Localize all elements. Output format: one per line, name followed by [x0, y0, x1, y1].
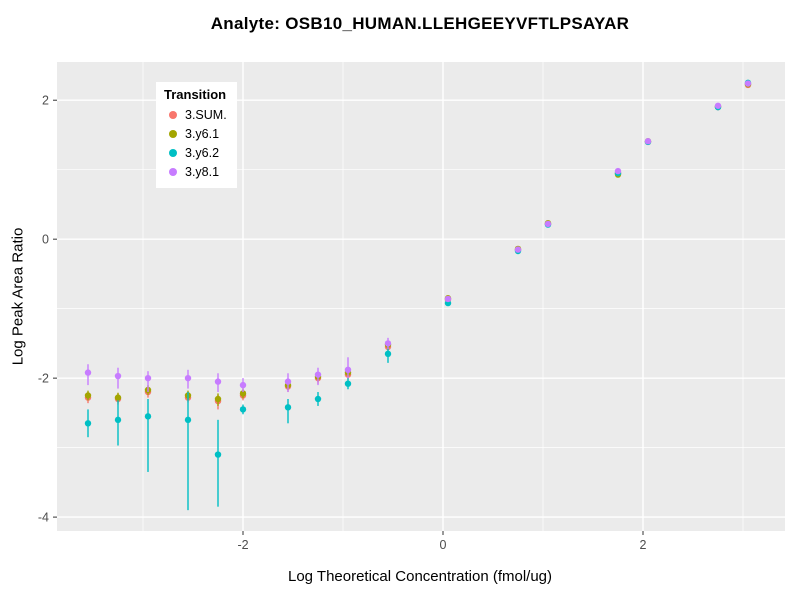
data-point: [384, 350, 392, 358]
data-point: [84, 420, 92, 427]
data-point: [744, 80, 752, 87]
data-point: [144, 413, 152, 420]
legend-point-icon: [164, 125, 181, 142]
y-tick-label: 2: [42, 94, 49, 108]
legend-point-icon: [164, 106, 181, 123]
data-point: [644, 138, 652, 145]
data-point: [384, 340, 392, 347]
data-point: [114, 416, 122, 424]
y-tick-label: -4: [38, 511, 49, 525]
data-point: [144, 374, 152, 382]
legend-item-label: 3.y6.2: [185, 145, 220, 160]
data-point: [344, 380, 352, 387]
legend-item-label: 3.SUM.: [185, 107, 227, 122]
x-tick-label: -2: [237, 538, 248, 552]
data-point: [214, 378, 222, 385]
data-point: [284, 404, 292, 411]
data-point: [114, 372, 122, 380]
data-point: [184, 416, 192, 424]
legend-dot-icon: [168, 110, 177, 119]
x-tick-label: 2: [640, 538, 647, 552]
data-point: [114, 394, 122, 401]
data-point: [314, 371, 322, 378]
data-point: [214, 451, 222, 458]
x-axis-title: Log Theoretical Concentration (fmol/ug): [287, 568, 553, 585]
legend-item-label: 3.y6.1: [185, 126, 220, 141]
y-axis-title: Log Peak Area Ratio: [9, 227, 27, 366]
y-tick-label: 0: [42, 233, 49, 247]
data-point: [544, 220, 552, 228]
data-point: [344, 366, 352, 374]
data-point: [284, 378, 292, 385]
legend-item-label: 3.y8.1: [185, 164, 220, 179]
legend-title: Transition: [164, 87, 227, 102]
data-point: [239, 406, 247, 413]
legend-point-icon: [164, 144, 181, 161]
data-point: [84, 369, 92, 376]
legend-item: 3.y6.1: [164, 124, 227, 143]
legend: Transition 3.SUM. 3.y6.1 3.y6.2 3.y8.1: [156, 82, 237, 188]
data-point: [84, 392, 92, 399]
legend-dot-icon: [168, 129, 177, 138]
legend-items: 3.SUM. 3.y6.1 3.y6.2 3.y8.1: [164, 105, 227, 181]
data-point: [614, 167, 622, 175]
legend-item: 3.y6.2: [164, 143, 227, 162]
data-point: [314, 395, 322, 403]
legend-dot-icon: [168, 167, 177, 176]
data-point: [714, 102, 722, 109]
legend-dot-icon: [168, 148, 177, 157]
y-tick-label: -2: [38, 372, 49, 386]
data-point: [214, 395, 222, 403]
legend-point-icon: [164, 163, 181, 180]
data-point: [239, 390, 247, 397]
x-tick-label: 0: [440, 538, 447, 552]
data-point: [514, 246, 522, 253]
chart-title: Analyte: OSB10_HUMAN.LLEHGEEYVFTLPSAYAR: [210, 14, 630, 33]
data-point: [239, 381, 247, 389]
data-point: [184, 374, 192, 382]
legend-item: 3.y8.1: [164, 162, 227, 181]
data-point: [444, 295, 452, 303]
legend-item: 3.SUM.: [164, 105, 227, 124]
